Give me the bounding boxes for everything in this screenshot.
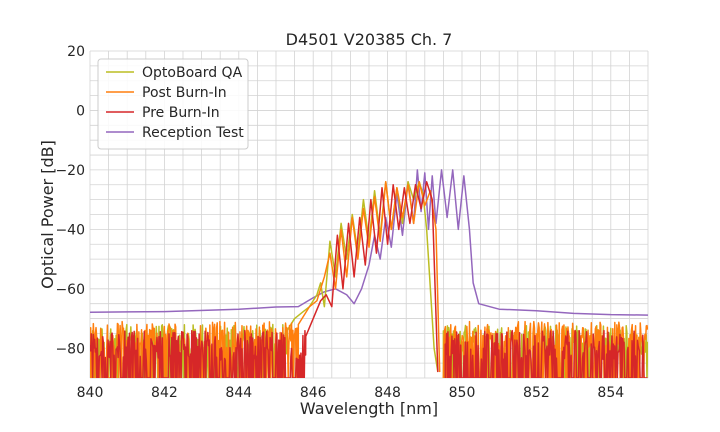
y-tick-label: −60 bbox=[55, 282, 85, 298]
x-tick-label: 846 bbox=[300, 385, 327, 401]
y-tick-label: 20 bbox=[67, 44, 85, 60]
series-line-pre-burn-in bbox=[90, 181, 648, 378]
x-tick-label: 848 bbox=[374, 385, 401, 401]
x-tick-label: 852 bbox=[523, 385, 550, 401]
y-tick-label: 0 bbox=[76, 103, 85, 119]
legend-label-pre-burn-in: Pre Burn-In bbox=[142, 105, 220, 121]
y-tick-label: −20 bbox=[55, 163, 85, 179]
series-layer bbox=[90, 169, 648, 378]
y-axis-label: Optical Power [dB] bbox=[38, 140, 57, 289]
x-tick-label: 842 bbox=[151, 385, 178, 401]
x-axis-label: Wavelength [nm] bbox=[300, 399, 438, 418]
x-tick-label: 854 bbox=[597, 385, 624, 401]
y-tick-label: −40 bbox=[55, 222, 85, 238]
legend-label-reception-test: Reception Test bbox=[142, 125, 244, 141]
x-tick-label: 840 bbox=[77, 385, 104, 401]
legend-label-post-burn-in: Post Burn-In bbox=[142, 85, 227, 101]
legend: OptoBoard QA Post Burn-In Pre Burn-In Recep… bbox=[97, 58, 249, 150]
chart-title: D4501 V20385 Ch. 7 bbox=[286, 30, 453, 49]
legend-label-optoboard-qa: OptoBoard QA bbox=[142, 65, 243, 81]
legend-box bbox=[97, 58, 249, 150]
tick-labels: 840 842 844 846 848 850 852 854 −80 −60 −40 −20 0 20 bbox=[55, 44, 624, 401]
x-tick-label: 850 bbox=[449, 385, 476, 401]
y-tick-label: −80 bbox=[55, 341, 85, 357]
x-tick-label: 844 bbox=[225, 385, 252, 401]
